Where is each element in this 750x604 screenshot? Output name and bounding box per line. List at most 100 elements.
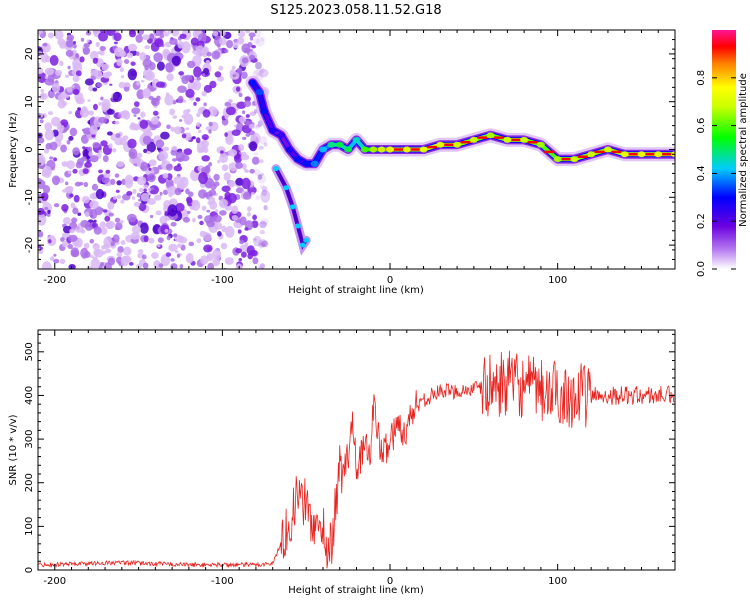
noise-blob [89, 50, 99, 61]
noise-blob [120, 199, 125, 204]
signal-point [335, 141, 344, 148]
noise-blob [253, 152, 259, 156]
noise-blob [40, 88, 45, 93]
noise-blob [214, 222, 223, 230]
noise-blob [171, 30, 180, 37]
noise-blob [239, 239, 245, 245]
noise-blob [188, 241, 195, 247]
noise-blob [196, 238, 202, 244]
noise-blob [84, 161, 92, 168]
noise-blob [257, 174, 267, 184]
noise-blob [145, 70, 155, 81]
noise-blob [162, 172, 169, 179]
noise-blob [120, 75, 125, 79]
signal-point [654, 151, 663, 158]
noise-blob [104, 114, 111, 119]
noise-blob [142, 262, 149, 269]
noise-blob [208, 129, 212, 134]
noise-blob [239, 216, 247, 226]
noise-blob [69, 193, 74, 198]
noise-blob [93, 226, 102, 235]
noise-blob [57, 94, 65, 102]
noise-blob [140, 79, 145, 83]
noise-blob [126, 213, 137, 223]
signal-point [553, 156, 562, 163]
noise-blob [44, 67, 55, 76]
noise-blob [224, 49, 229, 53]
noise-blob [116, 180, 122, 186]
noise-blob [143, 235, 149, 243]
noise-blob [199, 220, 204, 226]
noise-blob [83, 43, 90, 48]
noise-blob [231, 205, 239, 214]
noise-blob [247, 186, 257, 195]
noise-blob [165, 92, 170, 97]
noise-blob [212, 214, 222, 223]
noise-blob [132, 123, 136, 128]
noise-blob [240, 244, 249, 251]
noise-blob [208, 162, 213, 167]
noise-blob [246, 245, 255, 256]
noise-blob [263, 142, 268, 147]
noise-blob [47, 209, 51, 214]
noise-blob [49, 55, 59, 66]
noise-blob [66, 160, 75, 170]
noise-blob [114, 217, 121, 223]
noise-blob [74, 226, 84, 233]
noise-blob [119, 67, 124, 73]
noise-blob [58, 128, 64, 133]
noise-blob [201, 91, 207, 97]
noise-blob [173, 234, 178, 237]
noise-blob [171, 145, 178, 151]
noise-blob [62, 189, 67, 193]
noise-blob [91, 201, 96, 205]
noise-blob [217, 231, 222, 237]
noise-blob [141, 254, 147, 260]
noise-blob [101, 99, 111, 111]
noise-blob [61, 204, 69, 212]
noise-blob [98, 149, 102, 154]
noise-blob [140, 111, 146, 118]
noise-blob [100, 140, 108, 147]
secondary-point [299, 242, 306, 248]
noise-blob [93, 248, 104, 258]
noise-blob [218, 65, 224, 71]
noise-blob [118, 81, 126, 89]
noise-blob [94, 70, 103, 80]
noise-blob [213, 173, 220, 181]
noise-blob [219, 153, 229, 164]
noise-blob [38, 62, 41, 68]
noise-blob [247, 206, 252, 212]
noise-blob [175, 151, 186, 163]
noise-blob [203, 147, 209, 153]
noise-blob [195, 45, 205, 57]
noise-blob [238, 144, 245, 152]
signal-point [587, 151, 596, 158]
signal-point [260, 108, 269, 115]
noise-blob [259, 230, 265, 235]
noise-blob [83, 242, 90, 250]
spectrogram-y-tick-label: -20 [24, 237, 35, 253]
noise-blob [198, 172, 208, 185]
noise-blob [208, 121, 213, 127]
noise-blob [136, 30, 145, 35]
noise-blob [136, 193, 142, 198]
noise-blob [164, 228, 169, 233]
snr-y-tick-label: 0 [24, 567, 35, 573]
noise-blob [173, 126, 182, 135]
noise-blob [158, 263, 164, 268]
noise-blob [207, 262, 215, 269]
noise-blob [72, 58, 82, 69]
noise-blob [106, 30, 116, 36]
noise-blob [44, 122, 52, 132]
noise-blob [191, 200, 198, 207]
noise-blob [80, 220, 89, 228]
spectrogram-y-label: Frequency (Hz) [8, 112, 19, 188]
noise-blob [254, 169, 261, 177]
noise-blob [246, 212, 251, 217]
noise-blob [182, 99, 187, 103]
noise-blob [172, 115, 177, 119]
noise-blob [89, 239, 95, 244]
noise-blob [211, 50, 220, 60]
noise-blob [95, 188, 104, 200]
